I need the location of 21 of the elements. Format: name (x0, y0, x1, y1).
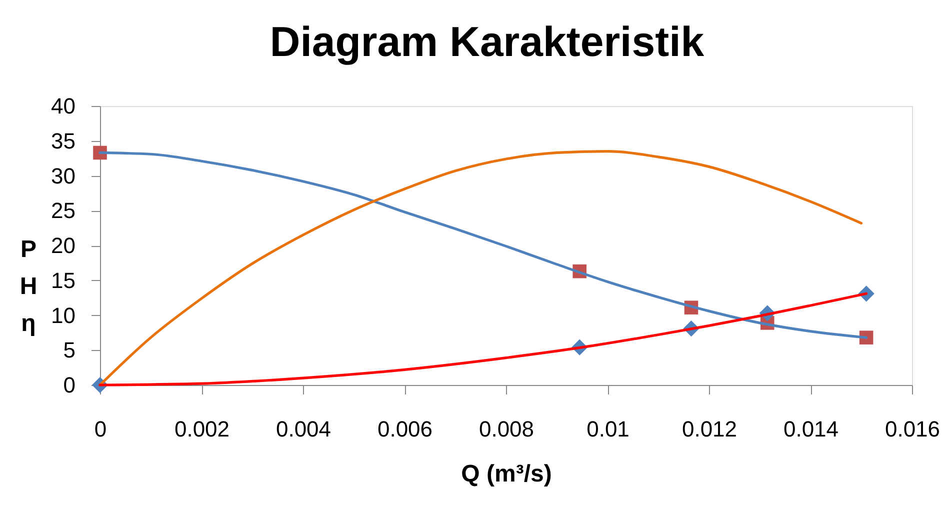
x-tick-label: 0.016 (884, 416, 940, 442)
y-tick-label: 10 (51, 302, 76, 328)
x-tick-label: 0.012 (682, 416, 738, 442)
x-tick-label: 0.014 (783, 416, 839, 442)
y-tick-label: 20 (51, 233, 76, 258)
y-tick-label: 30 (51, 163, 76, 188)
y-tick-label: 5 (63, 338, 76, 363)
y-tick-label: 15 (51, 268, 76, 293)
x-tick-label: 0.002 (174, 416, 230, 442)
y-tick-label: 40 (51, 94, 76, 118)
x-axis-title: Q (m³/s) (461, 460, 552, 488)
y-tick-label: 35 (51, 128, 76, 154)
y-tick-label: 25 (51, 198, 76, 224)
x-tick-label: 0.008 (478, 416, 534, 442)
chart-title: Diagram Karakteristik (270, 18, 705, 65)
x-tick-label: 0.004 (276, 416, 332, 442)
x-tick-label: 0.006 (377, 416, 433, 442)
x-tick-label: 0 (94, 416, 107, 442)
x-tick-label: 0.01 (586, 416, 630, 442)
y-tick-label: 0 (63, 372, 76, 398)
y-axis-title: P H η (20, 236, 38, 337)
